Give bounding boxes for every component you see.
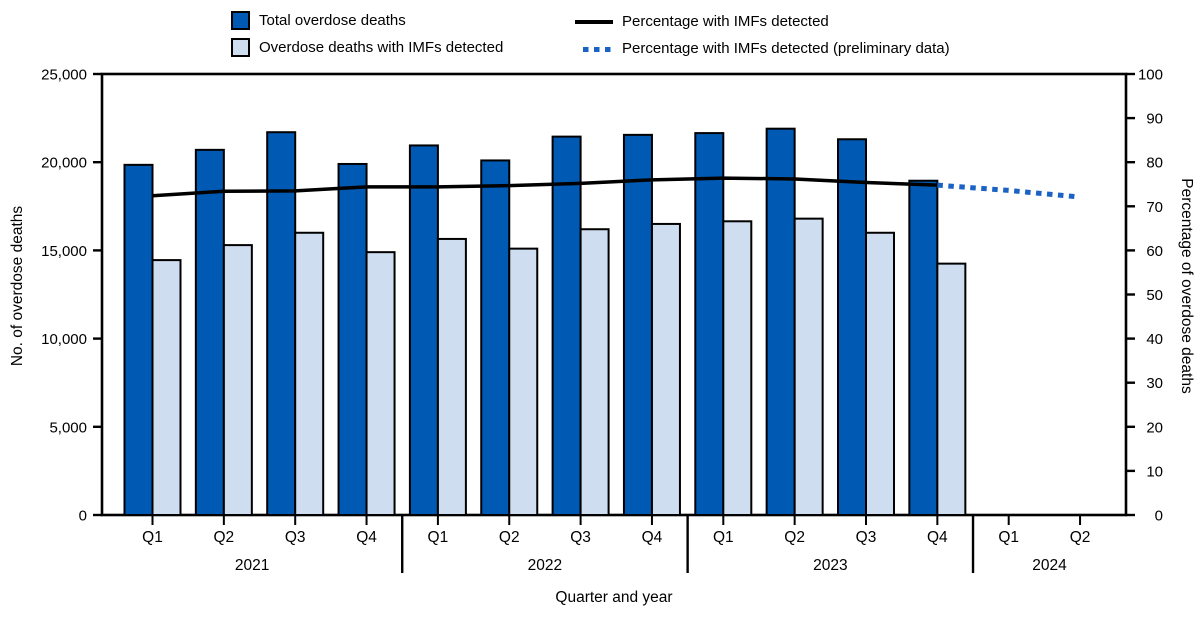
pct-line-preliminary xyxy=(937,182,1076,200)
right-axis-tick-label: 0 xyxy=(1155,508,1163,525)
quarter-label: Q2 xyxy=(214,529,235,546)
bar-total-deaths xyxy=(408,144,439,517)
right-axis-tick-label: 60 xyxy=(1146,243,1163,260)
quarter-label: Q3 xyxy=(856,529,877,546)
legend-item-pct-line-preliminary: Percentage with IMFs detected (prelimina… xyxy=(575,40,950,58)
bar-imf-deaths xyxy=(294,231,325,516)
bar-imf-deaths xyxy=(151,259,182,516)
legend-label: Percentage with IMFs detected xyxy=(622,13,829,30)
bar-imf-deaths xyxy=(365,251,396,516)
quarter-label: Q1 xyxy=(428,529,449,546)
quarter-label: Q1 xyxy=(998,529,1019,546)
legend-item-imf-deaths: Overdose deaths with IMFs detected xyxy=(231,38,503,57)
bar-imf-deaths xyxy=(722,220,753,516)
quarter-label: Q2 xyxy=(1070,529,1091,546)
total-deaths-swatch-icon xyxy=(231,11,250,30)
left-axis-tick-label: 0 xyxy=(79,508,87,525)
bar-imf-deaths xyxy=(650,222,681,516)
bar-imf-deaths xyxy=(936,262,967,516)
quarter-label: Q3 xyxy=(570,529,591,546)
left-axis-tick-label: 5,000 xyxy=(49,419,87,436)
right-axis-tick-label: 20 xyxy=(1146,419,1163,436)
legend-label: Total overdose deaths xyxy=(259,11,406,29)
bar-imf-deaths xyxy=(222,244,253,516)
quarter-label: Q4 xyxy=(927,529,948,546)
dotted-line-swatch-icon xyxy=(583,46,613,52)
bar-total-deaths xyxy=(694,132,725,516)
year-label: 2021 xyxy=(235,557,269,574)
bar-imf-deaths xyxy=(579,228,610,516)
year-label: 2024 xyxy=(1032,557,1067,574)
right-axis-tick-label: 40 xyxy=(1146,331,1163,348)
legend-label: Overdose deaths with IMFs detected xyxy=(259,38,504,56)
bar-imf-deaths xyxy=(436,237,467,517)
bar-imf-deaths xyxy=(865,231,895,516)
pct-line xyxy=(152,176,938,198)
right-axis-tick-label: 30 xyxy=(1146,375,1163,392)
bar-total-deaths xyxy=(551,135,582,516)
right-axis-tick-label: 100 xyxy=(1138,67,1163,84)
solid-line-swatch-icon xyxy=(575,20,613,24)
right-axis-tick-label: 90 xyxy=(1146,111,1163,128)
x-axis-title: Quarter and year xyxy=(555,589,673,606)
imf-deaths-swatch-icon xyxy=(231,38,250,57)
bar-total-deaths xyxy=(480,159,511,516)
year-label: 2022 xyxy=(528,557,562,574)
bar-total-deaths xyxy=(266,131,297,516)
year-label: 2023 xyxy=(813,557,847,574)
plot-frame xyxy=(100,72,1128,517)
right-axis-tick-label: 70 xyxy=(1146,199,1163,216)
bar-total-deaths xyxy=(765,127,796,517)
legend-label: Percentage with IMFs detected (prelimina… xyxy=(622,40,950,57)
legend-item-total-deaths: Total overdose deaths xyxy=(231,11,406,30)
right-axis-tick-label: 10 xyxy=(1146,463,1163,480)
quarter-label: Q2 xyxy=(784,529,805,546)
left-axis-tick-label: 25,000 xyxy=(41,67,87,84)
left-axis-title: No. of overdose deaths xyxy=(9,205,26,367)
right-axis-title: Percentage of overdose deaths xyxy=(1178,178,1195,394)
right-axis-tick-label: 80 xyxy=(1146,155,1163,172)
legend-item-pct-line: Percentage with IMFs detected xyxy=(575,13,829,31)
quarter-label: Q4 xyxy=(642,529,663,546)
bar-total-deaths xyxy=(837,138,867,516)
quarter-label: Q1 xyxy=(142,529,163,546)
bar-total-deaths xyxy=(908,179,939,517)
bar-total-deaths xyxy=(337,162,368,517)
bar-total-deaths xyxy=(194,148,225,517)
quarter-label: Q3 xyxy=(285,529,306,546)
bar-total-deaths xyxy=(123,163,154,516)
quarter-label: Q2 xyxy=(499,529,520,546)
left-axis-tick-label: 15,000 xyxy=(41,243,87,260)
right-axis-tick-label: 50 xyxy=(1146,287,1163,304)
bar-imf-deaths xyxy=(508,247,539,517)
left-axis-tick-label: 20,000 xyxy=(41,155,87,172)
quarter-label: Q4 xyxy=(356,529,377,546)
bar-total-deaths xyxy=(622,133,653,516)
quarter-label: Q1 xyxy=(713,529,734,546)
bar-imf-deaths xyxy=(793,217,824,516)
left-axis-tick-label: 10,000 xyxy=(41,331,87,348)
